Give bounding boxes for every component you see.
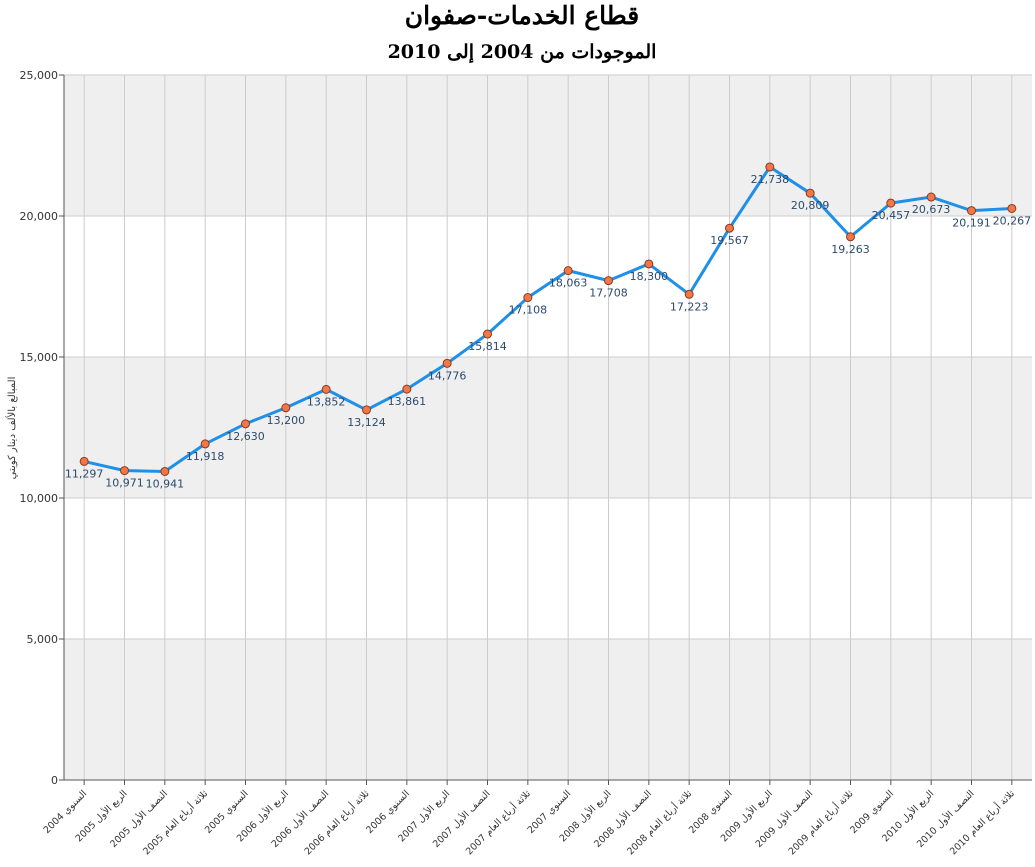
data-point (846, 232, 855, 242)
data-label: 10,941 (146, 477, 185, 490)
data-point (402, 384, 412, 394)
data-point (200, 439, 210, 449)
data-label: 18,063 (549, 277, 588, 290)
data-point (281, 403, 291, 413)
x-tick-label: ثلاثة أرباع العام 2010 (947, 787, 1018, 858)
data-point (967, 206, 976, 216)
data-label: 19,567 (710, 234, 749, 247)
series-line (83, 165, 1012, 473)
y-axis-label: المبالغ بالألف دينار كويتي (5, 377, 18, 480)
data-point (241, 419, 250, 429)
data-label: 17,108 (509, 304, 548, 317)
data-label: 20,673 (912, 203, 951, 216)
data-point (523, 293, 533, 303)
data-point (725, 223, 734, 233)
x-tick-label: ثلاثة أرباع العام 2006 (301, 787, 372, 858)
series-polyline (83, 165, 1012, 473)
data-point (79, 456, 89, 466)
x-tick-label: ثلاثة أرباع العام 2008 (624, 787, 695, 858)
data-label: 20,809 (791, 199, 830, 212)
data-point (563, 266, 573, 276)
data-point (160, 466, 170, 476)
data-point (483, 329, 492, 339)
data-label: 14,776 (428, 369, 467, 382)
chart-title: قطاع الخدمات-صفوان (405, 1, 640, 31)
data-label: 18,300 (630, 270, 669, 283)
data-point (604, 276, 613, 286)
data-label: 15,814 (468, 340, 507, 353)
data-label: 13,852 (307, 395, 346, 408)
y-tick-label: 10,000 (20, 492, 59, 505)
data-label: 17,708 (589, 287, 628, 300)
data-point (926, 192, 936, 202)
data-point (684, 289, 694, 299)
data-point (1007, 203, 1017, 213)
data-point (886, 198, 896, 208)
background-band (64, 639, 1032, 780)
horizontal-grid-lines (64, 74, 1032, 640)
data-label: 20,191 (952, 217, 991, 230)
data-label: 11,918 (186, 450, 225, 463)
background-band (64, 357, 1032, 498)
y-tick-label: 5,000 (27, 633, 59, 646)
x-tick-label: ثلاثة أرباع العام 2009 (785, 787, 856, 858)
y-tick-labels: 0 5,000 10,000 15,000 20,000 25,000 (20, 69, 59, 787)
data-label: 21,738 (751, 173, 790, 186)
data-point (765, 162, 775, 172)
data-point (120, 466, 129, 476)
data-label: 13,861 (388, 395, 427, 408)
x-tick-label: ثلاثة أرباع العام 2005 (140, 787, 211, 858)
y-tick-label: 25,000 (20, 69, 59, 82)
data-label: 20,457 (872, 209, 911, 222)
data-point (442, 358, 452, 368)
data-label: 13,124 (347, 416, 386, 429)
y-tick-label: 20,000 (20, 210, 59, 223)
axes (59, 74, 1032, 785)
plot-background-bands (64, 75, 1032, 780)
vertical-grid-lines (83, 75, 1013, 780)
data-label: 19,263 (831, 243, 870, 256)
chart-subtitle: الموجودات من 2004 إلى 2010 (388, 41, 657, 64)
y-tick-label: 15,000 (20, 351, 59, 364)
data-point (362, 405, 371, 415)
background-band (64, 75, 1032, 216)
data-label: 13,200 (267, 414, 306, 427)
data-point (644, 259, 654, 269)
data-label: 20,267 (993, 214, 1032, 227)
data-point (805, 188, 815, 198)
y-tick-label: 0 (51, 774, 58, 787)
data-label: 10,971 (105, 477, 144, 490)
data-label: 12,630 (226, 430, 265, 443)
x-tick-label: ثلاثة أرباع العام 2007 (463, 787, 534, 858)
data-label: 17,223 (670, 300, 709, 313)
data-points (79, 162, 1017, 476)
data-point (321, 384, 331, 394)
data-label: 11,297 (65, 467, 104, 480)
